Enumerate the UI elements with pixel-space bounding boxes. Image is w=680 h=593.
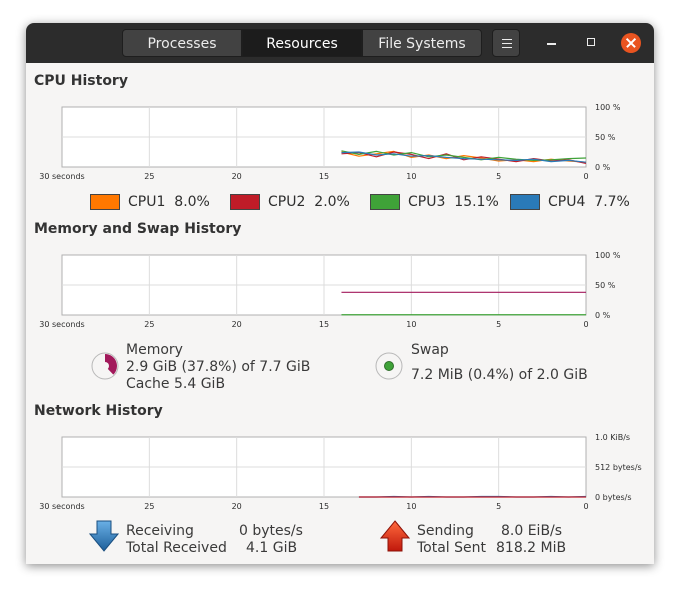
cpu2-legend-label: CPU2 2.0% [268, 194, 350, 210]
cpu1-name: CPU1 [128, 194, 166, 210]
cpu-series-cpu3 [341, 150, 587, 161]
memory-history-graph: 30 seconds 25 20 15 10 5 0 100 % 50 % 0 % [39, 251, 621, 329]
swap-label: Swap [411, 342, 449, 358]
network-x-tick-label: 20 [232, 502, 242, 511]
cpu-series-cpu4 [341, 151, 587, 163]
cpu-y-tick-label: 100 % [595, 103, 621, 112]
cpu-section-title: CPU History [34, 73, 128, 89]
hamburger-icon-line [502, 47, 512, 48]
memory-usage: 2.9 GiB (37.8%) of 7.7 GiB [126, 359, 311, 375]
cpu-x-tick-label: 25 [144, 172, 154, 181]
header-bar: Processes Resources File Systems [26, 23, 654, 63]
memory-pie-center [101, 362, 109, 370]
network-x-tick-label: 25 [144, 502, 154, 511]
network-y-tick-label: 512 bytes/s [595, 463, 642, 472]
maximize-icon [587, 38, 595, 46]
cpu1-color-swatch[interactable] [90, 194, 120, 210]
network-x-tick-label: 30 seconds [39, 502, 84, 511]
network-section-title: Network History [34, 403, 163, 419]
sending-arrow-icon[interactable] [380, 520, 410, 552]
total-received-label: Total Received [126, 540, 227, 556]
network-history-graph: 30 seconds 25 20 15 10 5 0 1.0 KiB/s 512 bytes/s… [39, 433, 642, 511]
maximize-button[interactable] [582, 33, 602, 53]
cpu-x-tick-label: 20 [232, 172, 242, 181]
memory-y-tick-label: 100 % [595, 251, 621, 260]
cpu3-legend-label: CPU3 15.1% [408, 194, 499, 210]
memory-pie-slice [105, 354, 117, 375]
swap-pie-chart[interactable] [374, 351, 404, 381]
cpu2-name: CPU2 [268, 194, 306, 210]
memory-x-tick-label: 15 [319, 320, 329, 329]
cpu-x-tick-label: 0 [583, 172, 588, 181]
sending-value: 8.0 EiB/s [501, 523, 563, 539]
memory-y-tick-label: 0 % [595, 311, 611, 320]
memory-x-tick-label: 20 [232, 320, 242, 329]
memory-y-tick-label: 50 % [595, 281, 616, 290]
total-sent-value: 818.2 MiB [496, 540, 567, 556]
view-switcher: Processes Resources File Systems [122, 29, 482, 57]
network-x-tick-label: 5 [496, 502, 501, 511]
sending-label: Sending [417, 523, 474, 539]
cpu-x-tick-label: 10 [406, 172, 416, 181]
memory-cache: Cache 5.4 GiB [126, 376, 226, 392]
total-received-value: 4.1 GiB [246, 540, 298, 556]
cpu-x-tick-label: 30 seconds [39, 172, 84, 181]
close-button[interactable] [621, 33, 641, 53]
cpu1-value: 8.0% [174, 194, 210, 210]
network-y-tick-label: 1.0 KiB/s [595, 433, 630, 442]
cpu-y-tick-label: 50 % [595, 133, 616, 142]
memory-x-tick-label: 5 [496, 320, 501, 329]
memory-label: Memory [126, 342, 183, 358]
hamburger-icon-line [502, 43, 512, 44]
memory-section-title: Memory and Swap History [34, 221, 242, 237]
cpu3-name: CPU3 [408, 194, 446, 210]
receiving-label: Receiving [126, 523, 194, 539]
minimize-button[interactable] [542, 33, 562, 53]
memory-x-tick-label: 25 [144, 320, 154, 329]
cpu4-value: 7.7% [594, 194, 630, 210]
receiving-arrow-icon[interactable] [89, 520, 119, 552]
minimize-icon [547, 43, 556, 45]
cpu-y-tick-label: 0 % [595, 163, 611, 172]
memory-x-tick-label: 10 [406, 320, 416, 329]
hamburger-icon [502, 39, 512, 40]
system-monitor-window: Processes Resources File Systems CPU His… [26, 23, 654, 564]
cpu2-color-swatch[interactable] [230, 194, 260, 210]
cpu4-color-swatch[interactable] [510, 194, 540, 210]
tab-processes[interactable]: Processes [122, 29, 242, 57]
cpu1-legend-label: CPU1 8.0% [128, 194, 210, 210]
cpu3-color-swatch[interactable] [370, 194, 400, 210]
cpu3-value: 15.1% [454, 194, 499, 210]
cpu2-value: 2.0% [314, 194, 350, 210]
network-y-tick-label: 0 bytes/s [595, 493, 632, 502]
memory-x-tick-label: 30 seconds [39, 320, 84, 329]
network-x-tick-label: 10 [406, 502, 416, 511]
cpu-x-tick-label: 5 [496, 172, 501, 181]
total-sent-label: Total Sent [417, 540, 487, 556]
receiving-value: 0 bytes/s [239, 523, 303, 539]
cpu4-name: CPU4 [548, 194, 586, 210]
network-x-tick-label: 0 [583, 502, 588, 511]
swap-pie-slice [384, 361, 394, 371]
memory-pie-chart[interactable] [90, 351, 120, 381]
memory-x-tick-label: 0 [583, 320, 588, 329]
cpu-x-tick-label: 15 [319, 172, 329, 181]
cpu-history-graph: 30 seconds 25 20 15 10 5 0 100 % 50 % 0 % [39, 103, 621, 181]
network-x-tick-label: 15 [319, 502, 329, 511]
menu-button[interactable] [492, 29, 520, 57]
tab-resources[interactable]: Resources [242, 29, 362, 57]
tab-file-systems[interactable]: File Systems [362, 29, 482, 57]
cpu4-legend-label: CPU4 7.7% [548, 194, 630, 210]
swap-usage: 7.2 MiB (0.4%) of 2.0 GiB [411, 367, 588, 383]
